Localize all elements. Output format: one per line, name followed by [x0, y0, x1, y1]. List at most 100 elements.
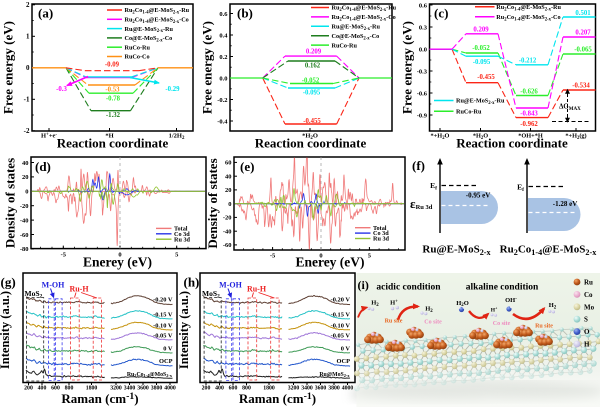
svg-text:0: 0 [26, 64, 30, 72]
svg-text:-0.53: -0.53 [105, 87, 120, 94]
svg-text:3800: 3800 [151, 386, 163, 392]
svg-text:0.4: 0.4 [219, 32, 228, 39]
svg-text:-0.20 V: -0.20 V [153, 297, 173, 304]
svg-text:-0.052: -0.052 [302, 77, 320, 84]
svg-text:-2: -2 [24, 127, 30, 135]
svg-text:60: 60 [225, 160, 232, 167]
svg-text:-0.3: -0.3 [56, 86, 67, 93]
svg-text:Intensity (a.u.): Intensity (a.u.) [0, 291, 12, 369]
svg-text:-0.78: -0.78 [106, 96, 121, 103]
svg-text:0.162: 0.162 [305, 63, 321, 70]
svg-text:Ru-H: Ru-H [69, 285, 89, 294]
svg-text:-0.20 V: -0.20 V [331, 297, 351, 304]
svg-text:-40: -40 [223, 229, 232, 236]
svg-text:3600: 3600 [315, 386, 327, 392]
svg-text:acidic condition: acidic condition [376, 283, 441, 293]
svg-text:OCP: OCP [337, 358, 351, 365]
svg-text:0 V: 0 V [341, 346, 351, 353]
svg-text:Ru 3d: Ru 3d [174, 236, 191, 243]
svg-text:Ru@MoS2-x: Ru@MoS2-x [319, 372, 350, 378]
svg-text:-0.962: -0.962 [520, 121, 538, 128]
svg-text:-0.29: -0.29 [165, 86, 180, 93]
svg-text:-0.052: -0.052 [472, 45, 490, 52]
svg-text:0.501: 0.501 [575, 10, 591, 17]
svg-text:Ru2Co1-4@MoS2-x: Ru2Co1-4@MoS2-x [127, 372, 173, 378]
svg-text:RuCo-Ru: RuCo-Ru [456, 108, 482, 115]
svg-text:20: 20 [22, 174, 29, 181]
svg-text:Density of states: Density of states [205, 158, 220, 248]
svg-text:Free energy (eV): Free energy (eV) [400, 21, 415, 114]
svg-text:Free energy (eV): Free energy (eV) [1, 21, 16, 114]
svg-text:40: 40 [22, 160, 29, 167]
svg-text:M-OH: M-OH [42, 280, 65, 289]
svg-text:-0.9: -0.9 [417, 112, 428, 119]
svg-text:400: 400 [38, 386, 47, 392]
svg-text:3600: 3600 [137, 386, 149, 392]
svg-text:-1: -1 [24, 96, 30, 104]
svg-text:0.0: 0.0 [419, 46, 427, 53]
svg-text:Ru: Ru [584, 279, 593, 287]
svg-text:-0.2: -0.2 [217, 97, 227, 104]
svg-text:Ru site: Ru site [535, 324, 553, 330]
svg-text:(c): (c) [434, 6, 448, 21]
svg-text:(b): (b) [237, 6, 253, 21]
svg-text:-5: -5 [270, 253, 276, 260]
svg-text:(f): (f) [412, 158, 425, 173]
svg-text:Reaction coordinate: Reaction coordinate [57, 136, 169, 151]
svg-text:1: 1 [26, 33, 30, 41]
svg-text:(i): (i) [358, 278, 369, 292]
svg-text:Reaction coordinate: Reaction coordinate [255, 136, 367, 151]
svg-text:0: 0 [228, 201, 231, 208]
svg-text:-80: -80 [20, 246, 29, 253]
svg-text:-0.6: -0.6 [417, 90, 428, 97]
svg-text:Free energy (eV): Free energy (eV) [200, 21, 215, 114]
svg-text:OCP: OCP [159, 358, 173, 365]
svg-text:RuCo-Ru: RuCo-Ru [332, 42, 358, 49]
svg-text:Intensity (a.u.): Intensity (a.u.) [177, 291, 191, 369]
svg-text:200: 200 [24, 386, 33, 392]
svg-text:(h): (h) [184, 275, 200, 290]
svg-text:(a): (a) [38, 6, 53, 21]
svg-text:-60: -60 [223, 242, 232, 249]
svg-text:-0.3: -0.3 [417, 68, 428, 75]
svg-text:O: O [584, 328, 590, 336]
svg-text:(g): (g) [1, 275, 16, 290]
svg-text:Enerey (eV): Enerey (eV) [295, 255, 364, 270]
svg-text:200: 200 [202, 386, 211, 392]
svg-text:-60: -60 [20, 232, 29, 239]
svg-text:RuCo-Co: RuCo-Co [125, 54, 150, 61]
svg-text:-0.212: -0.212 [519, 58, 537, 65]
svg-text:0.3: 0.3 [419, 24, 428, 31]
svg-text:0.207: 0.207 [575, 30, 591, 37]
svg-text:Reaction coordinate: Reaction coordinate [456, 136, 568, 151]
svg-text:Density of states: Density of states [3, 158, 18, 248]
svg-text:RuCo-Ru: RuCo-Ru [125, 44, 151, 51]
svg-text:-0.05 V: -0.05 V [153, 333, 173, 340]
svg-text:0.0: 0.0 [219, 75, 227, 82]
svg-text:-0.4: -0.4 [217, 118, 228, 125]
svg-text:-0.843: -0.843 [520, 111, 538, 118]
svg-text:Ru 3d: Ru 3d [373, 236, 390, 243]
svg-text:M-OH: M-OH [219, 280, 242, 289]
svg-text:Co site: Co site [493, 321, 511, 327]
svg-text:-0.065: -0.065 [574, 47, 592, 54]
svg-text:0 V: 0 V [163, 346, 173, 353]
svg-text:Ru site: Ru site [385, 319, 403, 325]
svg-text:-1.28 eV: -1.28 eV [553, 200, 578, 208]
svg-text:0.209: 0.209 [306, 49, 322, 56]
svg-text:2: 2 [26, 1, 30, 9]
svg-text:alkaline condition: alkaline condition [466, 283, 539, 293]
svg-text:H++e-: H++e- [41, 132, 57, 139]
svg-text:-0.455: -0.455 [477, 74, 495, 81]
svg-text:-20: -20 [20, 203, 29, 210]
svg-text:0: 0 [25, 189, 28, 196]
svg-text:-40: -40 [20, 217, 29, 224]
svg-text:0.6: 0.6 [419, 2, 428, 9]
svg-text:-0.095: -0.095 [473, 59, 491, 66]
svg-text:4000: 4000 [164, 386, 176, 392]
svg-text:Ru-H: Ru-H [247, 285, 267, 294]
svg-text:-0.534: -0.534 [572, 82, 590, 89]
svg-text:0.6: 0.6 [219, 11, 228, 18]
svg-text:(e): (e) [240, 159, 254, 174]
svg-text:3800: 3800 [328, 386, 340, 392]
